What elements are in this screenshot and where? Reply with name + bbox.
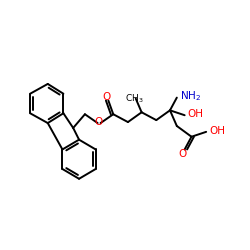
Text: CH$_3$: CH$_3$ — [126, 93, 144, 105]
Text: OH: OH — [188, 109, 204, 119]
Text: O: O — [94, 117, 103, 127]
Text: NH$_2$: NH$_2$ — [180, 89, 201, 102]
Text: O: O — [102, 92, 110, 102]
Text: OH: OH — [209, 126, 225, 136]
Text: O: O — [178, 149, 187, 159]
